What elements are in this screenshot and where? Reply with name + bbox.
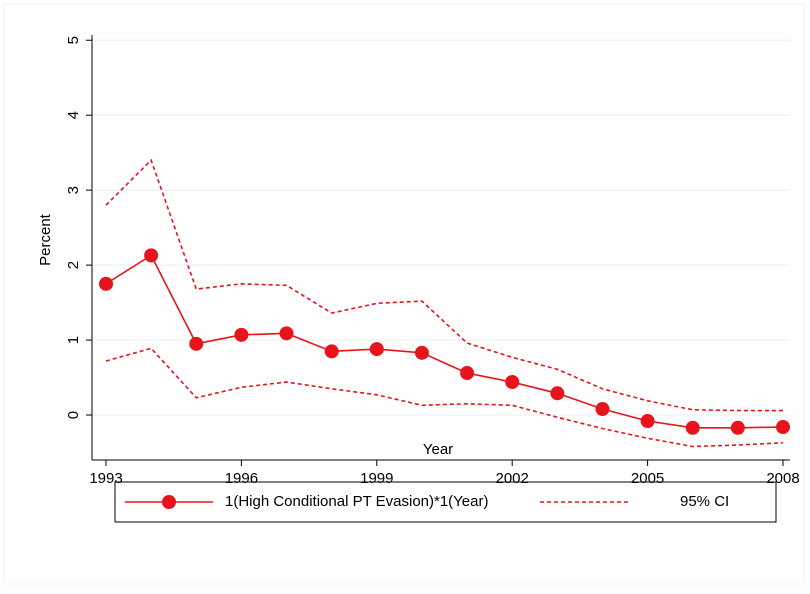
point [324, 344, 339, 359]
point [730, 420, 745, 435]
y-tick-label: 4 [65, 111, 82, 119]
point [234, 327, 249, 342]
point [144, 248, 159, 263]
point [460, 366, 475, 381]
point [505, 375, 520, 390]
point [189, 336, 204, 351]
x-tick-label: 1999 [360, 470, 393, 487]
point [595, 402, 610, 417]
x-tick-label: 2008 [766, 470, 799, 487]
legend-marker [162, 495, 176, 509]
point [776, 420, 790, 435]
y-tick-label: 2 [65, 261, 82, 269]
x-tick-label: 1993 [89, 470, 122, 487]
x-tick-label: 1996 [225, 470, 258, 487]
legend-label: 95% CI [680, 493, 729, 510]
point [99, 276, 113, 291]
y-axis-label: Percent [37, 213, 54, 266]
point [640, 414, 655, 429]
ci-lower-line [105, 347, 784, 448]
point [685, 420, 700, 435]
x-tick-label: 2002 [496, 470, 529, 487]
point [550, 386, 565, 401]
ci-upper-line [105, 158, 783, 412]
legend [114, 481, 777, 523]
series-line [105, 254, 784, 429]
x-axis-label: Year [423, 441, 453, 458]
y-tick-label: 3 [65, 186, 82, 194]
y-tick-label: 1 [65, 336, 82, 344]
y-tick-label: 5 [65, 36, 82, 44]
point [279, 326, 294, 341]
point [369, 342, 384, 357]
point [414, 345, 429, 360]
y-tick-label: 0 [65, 411, 82, 419]
legend-label: 1(High Conditional PT Evasion)*1(Year) [225, 493, 488, 510]
x-tick-label: 2005 [631, 470, 664, 487]
